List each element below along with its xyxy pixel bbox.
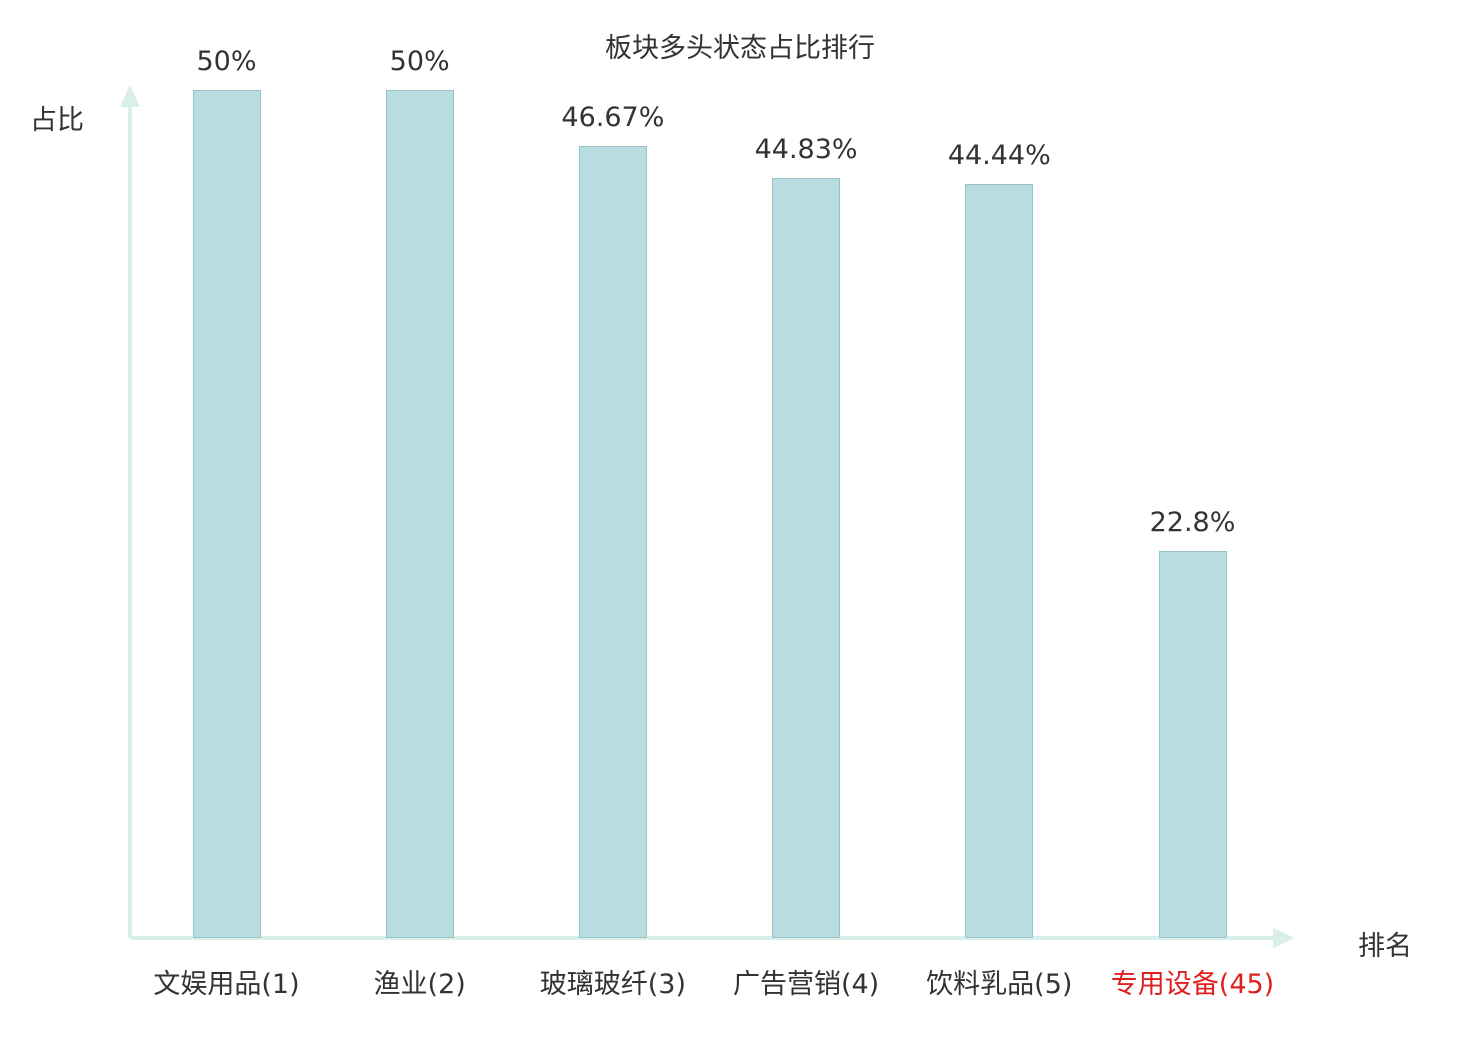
category-label: 饮料乳品(5) — [926, 969, 1073, 1000]
bar-value-label: 46.67% — [561, 102, 665, 134]
bar-value-label: 22.8% — [1149, 507, 1236, 539]
chart-title: 板块多头状态占比排行 — [605, 33, 875, 64]
bar — [965, 184, 1034, 938]
category-label: 广告营销(4) — [732, 969, 880, 1000]
bar-value-label: 50% — [389, 46, 450, 77]
category-label: 文娱用品(1) — [153, 969, 300, 1000]
bar-value-label: 50% — [196, 46, 257, 77]
bar — [578, 146, 647, 938]
category-label: 玻璃玻纤(3) — [539, 969, 687, 1000]
bar-value-label: 44.44% — [947, 140, 1051, 172]
y-axis-label: 占比 — [30, 105, 84, 136]
bar-value-label: 44.83% — [754, 133, 858, 165]
category-label: 专用设备(45) — [1110, 969, 1275, 1000]
bar — [1158, 551, 1227, 938]
bar — [192, 90, 261, 938]
x-axis-label: 排名 — [1358, 931, 1412, 962]
category-label: 渔业(2) — [373, 969, 466, 1000]
bar — [772, 177, 841, 938]
bar — [385, 90, 454, 938]
